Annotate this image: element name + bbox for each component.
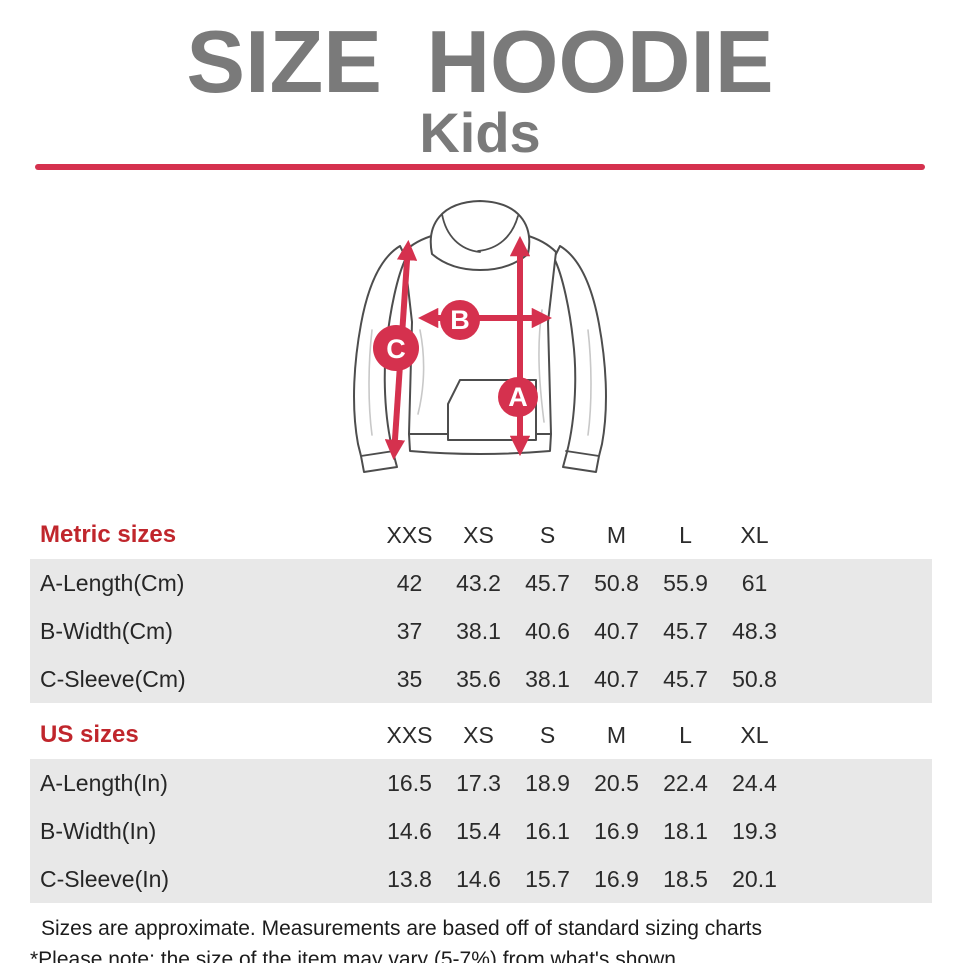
size-value: 48.3 <box>732 617 777 644</box>
size-value: 40.7 <box>594 617 639 644</box>
size-value: 43.2 <box>456 569 501 596</box>
size-column-header: XXS <box>386 721 433 748</box>
size-value: 20.5 <box>594 769 639 796</box>
size-value: 55.9 <box>663 569 708 596</box>
table-row: C-Sleeve(Cm) 35 35.6 38.1 40.7 45.7 50.8 <box>30 655 932 703</box>
size-value: 20.1 <box>732 865 777 892</box>
red-divider <box>35 164 925 170</box>
size-value: 35.6 <box>456 665 501 692</box>
page-subtitle: Kids <box>419 101 541 164</box>
table-row: B-Width(In) 14.6 15.4 16.1 16.9 18.1 19.… <box>30 807 932 855</box>
size-value: 45.7 <box>663 665 708 692</box>
hoodie-illustration-svg: A B C <box>353 200 607 473</box>
size-value: 22.4 <box>663 769 708 796</box>
row-label: A-Length(Cm) <box>40 569 185 596</box>
size-column-header: XXS <box>386 521 433 548</box>
row-label: B-Width(Cm) <box>40 617 173 644</box>
table-row: B-Width(Cm) 37 38.1 40.6 40.7 45.7 48.3 <box>30 607 932 655</box>
us-header-row: US sizes XXS XS S M L XL <box>30 711 932 759</box>
marker-b-label: B <box>450 305 470 335</box>
size-value: 16.9 <box>594 817 639 844</box>
size-value: 14.6 <box>387 817 432 844</box>
size-column-header: XL <box>740 721 769 748</box>
hoodie-right-sleeve <box>553 245 607 473</box>
us-section-label: US sizes <box>40 721 139 748</box>
size-value: 42 <box>396 569 423 596</box>
size-value: 40.6 <box>525 617 570 644</box>
row-label: C-Sleeve(Cm) <box>40 665 186 692</box>
size-value: 50.8 <box>594 569 639 596</box>
size-tables: Metric sizes XXS XS S M L XL A-Length(Cm… <box>0 511 960 903</box>
size-column-header: XL <box>740 521 769 548</box>
footnote-approximate: Sizes are approximate. Measurements are … <box>41 917 762 940</box>
table-row: A-Length(Cm) 42 43.2 45.7 50.8 55.9 61 <box>30 559 932 607</box>
size-value: 16.5 <box>387 769 432 796</box>
row-label: C-Sleeve(In) <box>40 865 170 892</box>
size-value: 15.7 <box>525 865 570 892</box>
size-value: 50.8 <box>732 665 777 692</box>
metric-header-row: Metric sizes XXS XS S M L XL <box>30 511 932 559</box>
size-value: 18.5 <box>663 865 708 892</box>
size-value: 37 <box>396 617 423 644</box>
marker-b-badge <box>440 300 480 340</box>
size-value: 16.1 <box>525 817 570 844</box>
size-value: 61 <box>741 569 768 596</box>
size-value: 18.9 <box>525 769 570 796</box>
size-value: 38.1 <box>525 665 570 692</box>
marker-a-label: A <box>508 382 528 412</box>
marker-c-label: C <box>386 334 406 364</box>
metric-section-label: Metric sizes <box>40 521 177 548</box>
footnote-variance: *Please note: the size of the item may v… <box>30 948 682 963</box>
row-label: B-Width(In) <box>40 817 157 844</box>
metric-rows: A-Length(Cm) 42 43.2 45.7 50.8 55.9 61 B… <box>0 559 960 703</box>
size-column-header: L <box>679 521 692 548</box>
size-column-header: M <box>606 721 627 748</box>
us-rows: A-Length(In) 16.5 17.3 18.9 20.5 22.4 24… <box>0 759 960 903</box>
size-column-header: S <box>539 721 556 748</box>
size-value: 38.1 <box>456 617 501 644</box>
size-value: 13.8 <box>387 865 432 892</box>
size-value: 45.7 <box>525 569 570 596</box>
table-row: C-Sleeve(In) 13.8 14.6 15.7 16.9 18.5 20… <box>30 855 932 903</box>
page-title: SIZE HOODIE <box>186 12 774 111</box>
size-value: 24.4 <box>732 769 777 796</box>
size-value: 40.7 <box>594 665 639 692</box>
size-column-header: M <box>606 521 627 548</box>
marker-c-badge <box>373 325 419 371</box>
size-column-header: XS <box>463 721 494 748</box>
row-label: A-Length(In) <box>40 769 168 796</box>
size-column-header: S <box>539 521 556 548</box>
size-value: 14.6 <box>456 865 501 892</box>
size-value: 45.7 <box>663 617 708 644</box>
size-column-header: L <box>679 721 692 748</box>
size-column-header: XS <box>463 521 494 548</box>
table-row: A-Length(In) 16.5 17.3 18.9 20.5 22.4 24… <box>30 759 932 807</box>
size-value: 16.9 <box>594 865 639 892</box>
header: SIZE HOODIE Kids <box>0 0 960 170</box>
hoodie-diagram: A B C <box>320 190 640 495</box>
footnotes: Sizes are approximate. Measurements are … <box>0 913 960 963</box>
marker-a-badge <box>498 377 538 417</box>
size-value: 35 <box>396 665 423 692</box>
size-value: 18.1 <box>663 817 708 844</box>
size-value: 17.3 <box>456 769 501 796</box>
hoodie-hood <box>429 200 531 271</box>
size-value: 15.4 <box>456 817 501 844</box>
size-value: 19.3 <box>732 817 777 844</box>
